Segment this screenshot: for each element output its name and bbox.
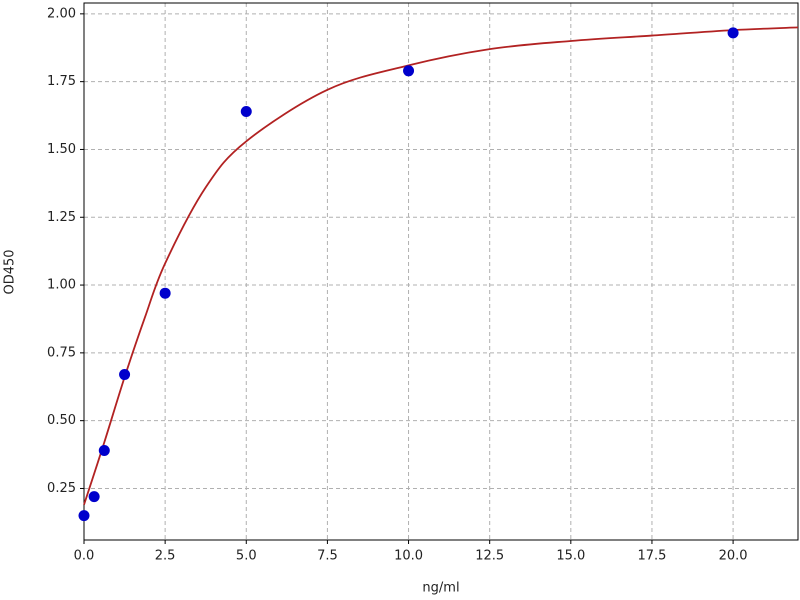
x-axis-label: ng/ml — [422, 581, 459, 596]
y-tick-label: 1.00 — [47, 278, 76, 293]
data-point — [159, 287, 171, 299]
y-tick-label: 1.50 — [47, 142, 76, 157]
x-tick-label: 7.5 — [317, 549, 338, 564]
x-tick-label: 17.5 — [637, 549, 666, 564]
data-point — [119, 369, 131, 381]
y-tick-label: 1.75 — [47, 74, 76, 89]
y-tick-label: 2.00 — [47, 6, 76, 21]
data-point — [98, 445, 110, 456]
data-point — [78, 510, 90, 522]
data-point — [727, 27, 739, 39]
y-tick-label: 0.25 — [47, 481, 76, 496]
data-point — [240, 105, 252, 117]
x-tick-label: 2.5 — [155, 549, 176, 564]
y-tick-label: 1.25 — [47, 210, 76, 225]
fit-curve — [83, 26, 799, 506]
x-tick-label: 15.0 — [556, 549, 585, 564]
y-tick-label: 0.50 — [47, 413, 76, 428]
x-tick-label: 10.0 — [394, 549, 423, 564]
x-tick-label: 12.5 — [475, 549, 504, 564]
plot-frame — [83, 2, 799, 541]
y-axis-label: OD450 — [3, 249, 18, 294]
x-tick-label: 20.0 — [719, 549, 748, 564]
y-tick-label: 0.75 — [47, 345, 76, 360]
x-tick-label: 5.0 — [236, 549, 257, 564]
data-point — [403, 65, 415, 77]
data-point — [88, 491, 100, 503]
x-tick-label: 0.0 — [74, 549, 95, 564]
